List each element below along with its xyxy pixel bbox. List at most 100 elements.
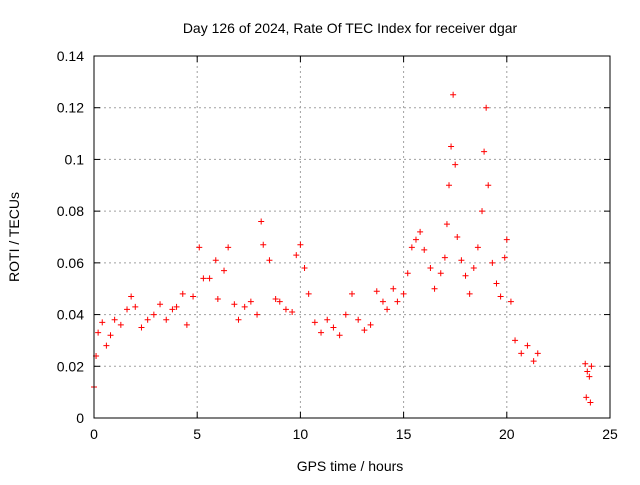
data-point [518,350,525,357]
data-point [530,358,537,365]
data-point [318,329,325,336]
x-tick-label: 5 [193,426,201,442]
data-point [448,143,455,150]
x-tick-label: 20 [499,426,515,442]
data-point [289,308,296,315]
data-point [103,342,110,349]
data-point [200,275,207,282]
data-point [501,254,508,261]
data-point [452,161,459,168]
data-point [584,368,591,375]
data-point [179,290,186,297]
x-tick-label: 0 [90,426,98,442]
data-point [412,236,419,243]
data-point [474,244,481,251]
data-point [462,272,469,279]
data-point [324,316,331,323]
data-point [247,298,254,305]
data-point [128,293,135,300]
data-point [305,290,312,297]
y-axis-label: ROTI / TECUs [6,192,22,282]
y-tick-label: 0.1 [65,151,85,167]
data-point [144,316,151,323]
data-point [132,303,139,310]
data-point [196,244,203,251]
data-point [441,254,448,261]
data-point [446,182,453,189]
axis-ticks: 0 5 10 15 20 25 0 0.02 0.04 0.06 0.08 0.1 0.12 0.14 [57,48,618,442]
data-point [173,303,180,310]
data-point [443,221,450,228]
data-point [311,319,318,326]
data-point [301,265,308,272]
y-tick-label: 0.02 [57,358,84,374]
data-point [221,267,228,274]
data-point [272,296,279,303]
data-point [99,319,106,326]
data-point [355,316,362,323]
y-tick-label: 0.04 [57,307,84,323]
data-point [258,218,265,225]
data-point [190,293,197,300]
data-point [206,275,213,282]
data-point [293,252,300,259]
data-point [235,316,242,323]
y-tick-label: 0.08 [57,203,84,219]
data-point [489,259,496,266]
data-point [485,182,492,189]
data-point [417,228,424,235]
data-point [276,298,283,305]
data-point [427,265,434,272]
data-point [183,321,190,328]
data-point [297,241,304,248]
data-point [421,246,428,253]
data-point [124,306,131,313]
data-point [163,316,170,323]
data-point [458,257,465,264]
data-point [583,394,590,401]
data-point [394,298,401,305]
data-point [454,234,461,240]
data-point [384,306,391,313]
data-point [586,373,593,380]
data-point [225,244,232,251]
plot-frame [93,55,611,419]
chart-title: Day 126 of 2024, Rate Of TEC Index for r… [183,20,518,36]
data-point [587,399,594,406]
data-point [437,270,444,277]
data-point [404,270,411,277]
data-point [497,293,504,300]
data-point [588,363,595,370]
data-point [95,329,102,336]
data-point [254,311,261,318]
x-tick-label: 25 [602,426,618,442]
data-point [107,332,114,339]
data-markers [91,91,595,406]
data-point [470,265,477,272]
data-point [373,288,380,295]
data-point [408,244,415,251]
data-point [361,327,368,334]
data-point [483,104,490,111]
data-point [282,306,289,313]
data-point [390,285,397,292]
data-point [367,321,374,328]
data-point [111,316,118,323]
data-point [481,148,488,155]
data-point [266,257,273,264]
data-point [524,342,531,349]
data-point [431,285,438,292]
data-point [336,332,343,339]
data-point [342,311,349,318]
data-point [450,91,457,98]
data-point [493,280,500,287]
data-point [507,298,514,305]
data-point [169,306,176,313]
data-point [214,296,221,303]
data-point [157,301,164,308]
data-point [379,298,386,305]
data-point [466,290,473,297]
data-point [582,360,589,367]
